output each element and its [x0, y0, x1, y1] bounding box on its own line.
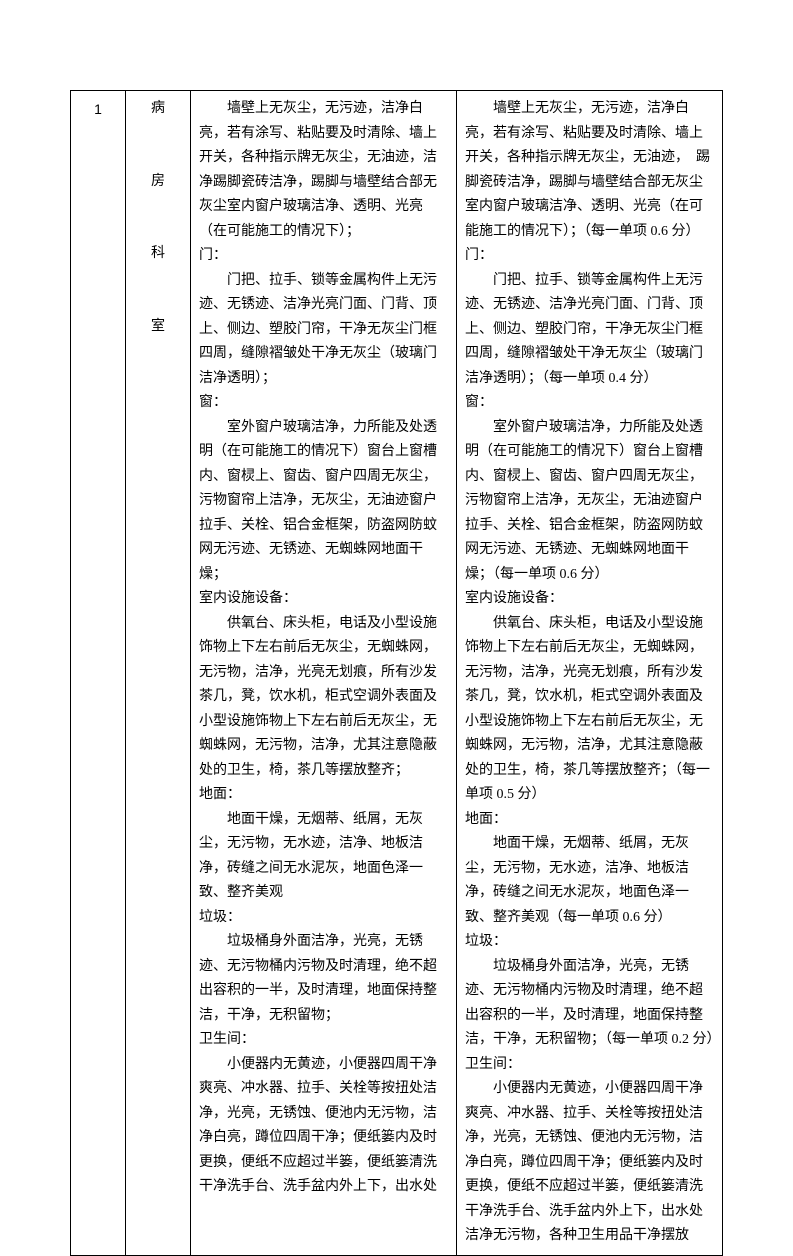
section-heading-wc: 卫生间： — [199, 1028, 448, 1053]
section-heading-indoor: 室内设施设备： — [199, 587, 448, 612]
category-char: 病 — [151, 97, 165, 122]
section-heading-window: 窗： — [465, 391, 714, 416]
paragraph: 小便器内无黄迹，小便器四周干净爽亮、冲水器、拉手、关栓等按扭处洁净，光亮，无锈蚀… — [199, 1053, 448, 1200]
category-char: 科 — [151, 242, 165, 267]
paragraph: 小便器内无黄迹，小便器四周干净爽亮、冲水器、拉手、关栓等按扭处洁净，光亮，无锈蚀… — [465, 1077, 714, 1249]
section-heading-indoor: 室内设施设备： — [465, 587, 714, 612]
page: 1 病 房 科 室 墙壁上无灰尘，无污迹，洁净白亮，若有涂写、粘贴要及时清除、墙… — [0, 0, 793, 1122]
paragraph: 垃圾桶身外面洁净，光亮，无锈迹、无污物桶内污物及时清理，绝不超出容积的一半，及时… — [465, 955, 714, 1053]
criteria-cell-b: 墙壁上无灰尘，无污迹，洁净白亮，若有涂写、粘贴要及时清除、墙上开关，各种指示牌无… — [457, 91, 723, 1256]
row-number-cell: 1 — [71, 91, 126, 1256]
paragraph: 门把、拉手、锁等金属构件上无污迹、无锈迹、洁净光亮门面、门背、顶上、侧边、塑胶门… — [199, 269, 448, 392]
paragraph: 供氧台、床头柜，电话及小型设施饰物上下左右前后无灰尘，无蜘蛛网，无污物，洁净，光… — [465, 612, 714, 808]
paragraph: 墙壁上无灰尘，无污迹，洁净白亮，若有涂写、粘贴要及时清除、墙上开关，各种指示牌无… — [199, 97, 448, 244]
section-heading-wc: 卫生间： — [465, 1053, 714, 1078]
category-char: 房 — [151, 170, 165, 195]
section-heading-door: 门： — [199, 244, 448, 269]
section-heading-door: 门： — [465, 244, 714, 269]
paragraph: 门把、拉手、锁等金属构件上无污迹、无锈迹、洁净光亮门面、门背、顶上、侧边、塑胶门… — [465, 269, 714, 392]
paragraph: 室外窗户玻璃洁净，力所能及处透明（在可能施工的情况下）窗台上窗槽内、窗棂上、窗齿… — [465, 416, 714, 588]
paragraph: 地面干燥，无烟蒂、纸屑，无灰尘，无污物，无水迹，洁净、地板洁净，砖缝之间无水泥灰… — [465, 832, 714, 930]
paragraph: 墙壁上无灰尘，无污迹，洁净白亮，若有涂写、粘贴要及时清除、墙上开关，各种指示牌无… — [465, 97, 714, 244]
category-cell: 病 房 科 室 — [126, 91, 191, 1256]
section-heading-floor: 地面： — [199, 783, 448, 808]
section-heading-trash: 垃圾： — [465, 930, 714, 955]
category-char: 室 — [151, 315, 165, 340]
paragraph: 地面干燥，无烟蒂、纸屑，无灰尘，无污物，无水迹，洁净、地板洁净，砖缝之间无水泥灰… — [199, 808, 448, 906]
section-heading-window: 窗： — [199, 391, 448, 416]
paragraph: 室外窗户玻璃洁净，力所能及处透明（在可能施工的情况下）窗台上窗槽内、窗棂上、窗齿… — [199, 416, 448, 588]
criteria-cell-a: 墙壁上无灰尘，无污迹，洁净白亮，若有涂写、粘贴要及时清除、墙上开关，各种指示牌无… — [191, 91, 457, 1256]
standards-table: 1 病 房 科 室 墙壁上无灰尘，无污迹，洁净白亮，若有涂写、粘贴要及时清除、墙… — [70, 90, 723, 1256]
category-label: 病 房 科 室 — [134, 97, 182, 339]
section-heading-trash: 垃圾： — [199, 906, 448, 931]
section-heading-floor: 地面： — [465, 808, 714, 833]
row-number: 1 — [94, 101, 102, 117]
paragraph: 垃圾桶身外面洁净，光亮，无锈迹、无污物桶内污物及时清理，绝不超出容积的一半，及时… — [199, 930, 448, 1028]
paragraph: 供氧台、床头柜，电话及小型设施饰物上下左右前后无灰尘，无蜘蛛网，无污物，洁净，光… — [199, 612, 448, 784]
table-row: 1 病 房 科 室 墙壁上无灰尘，无污迹，洁净白亮，若有涂写、粘贴要及时清除、墙… — [71, 91, 723, 1256]
